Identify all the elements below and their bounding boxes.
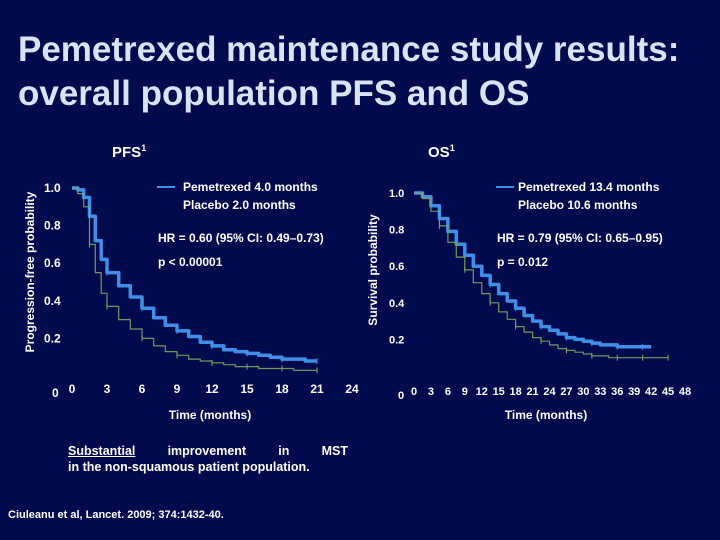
pfs-x-tick-1: 3 — [104, 382, 111, 396]
os-x-tick-8: 24 — [543, 386, 556, 398]
pfs-x-axis-label: Time (months) — [169, 408, 251, 422]
os-x-tick-5: 15 — [493, 386, 505, 398]
os-x-tick-4: 12 — [476, 386, 488, 398]
mst-note: Substantial improvement in MST in the no… — [68, 443, 348, 475]
pfs-x-tick-6: 18 — [275, 382, 289, 396]
pfs-x-tick-3: 9 — [174, 382, 181, 396]
pfs-x-tick-2: 6 — [139, 382, 146, 396]
pfs-panel-label: PFS1 — [112, 143, 146, 161]
os-y-tick-4: 0.8 — [389, 225, 404, 237]
os-y-tick-3: 0.6 — [389, 261, 404, 273]
pfs-x-tick-8: 24 — [345, 382, 359, 396]
mst-note-line2: in the non-squamous patient population. — [68, 460, 310, 474]
pfs-x-tick-5: 15 — [240, 382, 254, 396]
os-y-tick-1: 0.2 — [389, 334, 404, 346]
os-panel-label: OS1 — [428, 143, 455, 161]
os-x-tick-9: 27 — [560, 386, 572, 398]
os-x-tick-3: 9 — [462, 386, 468, 398]
mst-note-word4: MST — [321, 444, 348, 458]
pfs-legend-entry-1: Placebo 2.0 months — [183, 198, 296, 212]
os-series-pemetrexed-line — [414, 191, 652, 349]
os-x-tick-0: 0 — [411, 386, 417, 398]
os-panel-label-text: OS — [428, 144, 450, 161]
slide-title-line2: overall population PFS and OS — [18, 74, 530, 113]
os-x-tick-14: 42 — [645, 386, 657, 398]
os-series-placebo-line — [414, 192, 669, 359]
pfs-y-tick-3: 0.6 — [44, 256, 61, 270]
os-y-tick-2: 0.4 — [389, 298, 405, 310]
citation: Ciuleanu et al, Lancet. 2009; 374:1432-4… — [8, 509, 224, 521]
pfs-series-placebo-line — [72, 187, 317, 371]
os-y-tick-5: 1.0 — [389, 188, 404, 200]
os-annotation-1: p = 0.012 — [497, 255, 548, 269]
os-x-tick-12: 36 — [611, 386, 623, 398]
os-panel-superscript: 1 — [449, 143, 455, 153]
pfs-y-tick-2: 0.4 — [44, 294, 61, 308]
mst-note-word2: improvement — [167, 444, 247, 458]
os-annotation-0: HR = 0.79 (95% CI: 0.65–0.95) — [497, 231, 663, 245]
mst-note-line1: Substantial improvement in MST — [68, 443, 348, 459]
pfs-annotation-1: p < 0.00001 — [158, 255, 223, 269]
pfs-annotation-0: HR = 0.60 (95% CI: 0.49–0.73) — [158, 231, 324, 245]
pfs-y-axis-label: Progression-free probability — [23, 191, 37, 352]
pfs-y-tick-4: 0.8 — [44, 219, 61, 233]
pfs-x-tick-4: 12 — [205, 382, 219, 396]
os-x-tick-7: 21 — [526, 386, 538, 398]
os-y-tick-0: 0 — [398, 390, 404, 402]
pfs-x-tick-0: 0 — [69, 382, 76, 396]
os-legend-entry-1: Placebo 10.6 months — [518, 198, 638, 212]
pfs-x-tick-7: 21 — [310, 382, 324, 396]
os-y-axis-label: Survival probability — [366, 214, 380, 326]
os-x-tick-16: 48 — [679, 386, 691, 398]
os-x-axis-label: Time (months) — [505, 408, 587, 422]
pfs-y-tick-5: 1.0 — [44, 181, 61, 195]
slide-title-line1: Pemetrexed maintenance study results: — [18, 30, 680, 69]
slide-title: Pemetrexed maintenance study results: ov… — [18, 28, 708, 116]
os-x-tick-2: 6 — [445, 386, 451, 398]
os-legend-entry-0: Pemetrexed 13.4 months — [518, 180, 660, 194]
os-x-tick-10: 30 — [577, 386, 589, 398]
os-x-tick-6: 18 — [510, 386, 522, 398]
pfs-panel-label-text: PFS — [112, 144, 142, 161]
os-x-tick-13: 39 — [628, 386, 640, 398]
os-x-tick-11: 33 — [594, 386, 606, 398]
os-x-tick-15: 45 — [662, 386, 674, 398]
os-x-tick-1: 3 — [428, 386, 434, 398]
pfs-legend-entry-0: Pemetrexed 4.0 months — [183, 180, 318, 194]
pfs-y-tick-1: 0.2 — [44, 331, 61, 345]
mst-note-word1: Substantial — [68, 444, 136, 458]
pfs-y-tick-0: 0 — [52, 386, 59, 400]
pfs-series-pemetrexed-line — [72, 186, 317, 363]
pfs-panel-superscript: 1 — [141, 143, 147, 153]
mst-note-word3: in — [278, 444, 290, 458]
